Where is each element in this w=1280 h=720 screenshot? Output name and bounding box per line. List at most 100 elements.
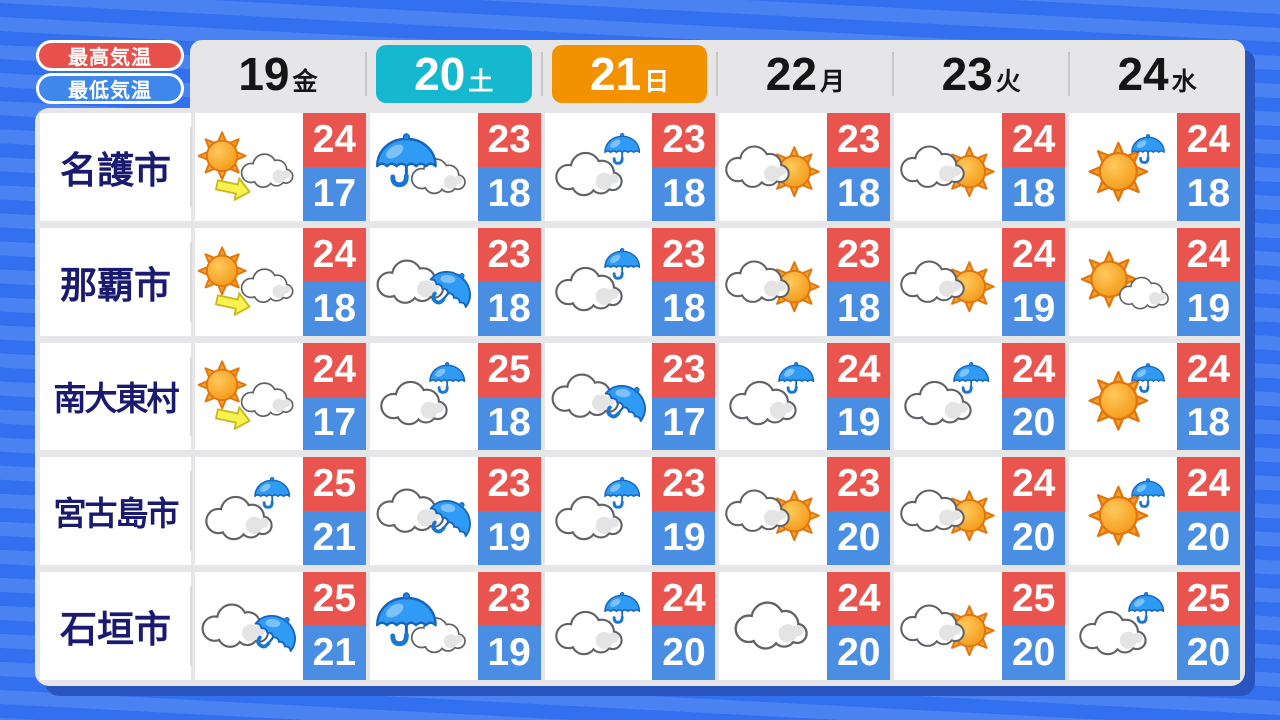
table-row: 石垣市 25 21 23 19 24 20 24 20 25 20 25 20 — [40, 572, 1240, 680]
umb-part — [603, 591, 641, 624]
weather-icon-box — [545, 113, 653, 221]
sun-arrow-cloud-icon — [197, 360, 294, 434]
low-temp: 17 — [302, 396, 366, 451]
high-temp: 24 — [827, 342, 891, 397]
cloud-umbrella-icon — [548, 131, 641, 210]
low-temp: 19 — [1176, 281, 1240, 336]
cloud-sun-icon — [722, 239, 821, 312]
sun-umbrella-icon — [1088, 133, 1166, 202]
forecast-cell: 24 17 — [195, 342, 366, 451]
high-temp: 25 — [1176, 572, 1240, 627]
low-temp: 19 — [477, 511, 541, 566]
city-cell: 南大東村 — [40, 342, 192, 451]
city-name: 那覇市 — [60, 264, 171, 306]
city-cell: 宮古島市 — [40, 457, 192, 566]
umb-part — [952, 361, 991, 395]
high-temp: 25 — [1002, 572, 1066, 627]
high-temp: 23 — [827, 457, 891, 512]
weekday-label: 火 — [995, 68, 1021, 96]
cloud-part — [557, 269, 620, 309]
weekday-label: 金 — [292, 68, 318, 96]
low-temp: 20 — [1002, 626, 1066, 680]
forecast-cell: 25 21 — [195, 572, 366, 680]
weather-icon-box — [370, 572, 478, 680]
forecast-cell: 23 19 — [544, 457, 716, 566]
table-row: 名護市 24 17 23 18 23 18 23 18 24 18 24 18 — [40, 113, 1240, 221]
forecast-cell: 24 18 — [1069, 113, 1240, 221]
cloud-umbrella-tilt-icon — [198, 602, 300, 665]
date-number: 19 — [238, 48, 290, 100]
city-cell: 石垣市 — [40, 572, 192, 680]
weather-icon-box — [1069, 343, 1177, 451]
temperature-column: 24 17 — [302, 113, 366, 221]
low-temp: 20 — [1176, 511, 1240, 566]
temperature-column: 23 18 — [652, 227, 716, 336]
weekday-label: 土 — [468, 68, 494, 96]
umb-part — [253, 476, 291, 510]
high-temp: 23 — [827, 227, 891, 282]
cloud-part — [907, 384, 970, 424]
forecast-cell: 23 18 — [369, 227, 541, 336]
weather-icon-box — [894, 343, 1002, 451]
city-cell: 那覇市 — [40, 227, 192, 336]
weather-icon-box — [894, 572, 1002, 680]
high-temp: 24 — [1002, 227, 1066, 282]
weather-icon-box — [545, 457, 653, 565]
weather-icon-box — [719, 343, 827, 451]
temperature-column: 25 18 — [477, 342, 541, 451]
forecast-cell: 23 18 — [719, 227, 891, 336]
cloud-sun-icon — [897, 468, 995, 542]
weekday-label: 月 — [819, 68, 845, 96]
weekday-label: 日 — [644, 68, 670, 96]
low-temp: 18 — [302, 281, 366, 336]
temperature-column: 24 20 — [1002, 342, 1066, 451]
forecast-cell: 25 20 — [1069, 572, 1240, 680]
sun-arrow-cloud-icon — [197, 246, 294, 319]
forecast-cell: 24 20 — [544, 572, 716, 680]
weather-icon-box — [195, 228, 303, 336]
weather-icon-box — [719, 572, 827, 680]
low-temp: 18 — [827, 166, 891, 221]
city-name: 名護市 — [60, 149, 171, 191]
umb-part — [603, 131, 641, 165]
temperature-column: 25 20 — [1002, 572, 1066, 680]
temperature-column: 25 20 — [1176, 572, 1240, 680]
weather-icon-box — [195, 113, 303, 221]
umbrella-cloud-icon — [373, 583, 466, 654]
date-cell-23: 23 火 — [892, 40, 1069, 108]
low-temp: 19 — [1002, 281, 1066, 336]
low-temp: 18 — [477, 396, 541, 451]
low-temp: 18 — [652, 281, 716, 336]
high-temp: 23 — [477, 227, 541, 282]
temperature-column: 23 20 — [827, 457, 891, 566]
date-cell-21: 21 日 — [540, 40, 718, 108]
forecast-cell: 23 18 — [369, 113, 541, 221]
high-temp: 24 — [827, 572, 891, 627]
cloud-sun-icon — [897, 239, 995, 312]
cloud-part — [737, 604, 806, 648]
sun-umbrella-icon — [1088, 362, 1166, 432]
low-temp: 18 — [652, 166, 716, 221]
date-cell-20: 20 土 — [364, 40, 542, 108]
cloud-umbrella-icon — [373, 361, 466, 439]
forecast-cell: 24 20 — [1069, 457, 1240, 566]
temperature-column: 23 17 — [652, 342, 716, 451]
cloud-part — [207, 498, 270, 538]
high-temp: 23 — [827, 113, 891, 167]
weather-icon-box — [894, 457, 1002, 565]
cloud-part — [240, 267, 294, 303]
temperature-column: 23 19 — [477, 457, 541, 566]
cloud-sun-icon — [722, 468, 821, 542]
temperature-column: 24 19 — [1002, 227, 1066, 336]
forecast-cell: 24 19 — [719, 342, 891, 451]
forecast-cell: 23 20 — [719, 457, 891, 566]
weather-icon-box — [370, 113, 478, 221]
low-temp: 18 — [477, 281, 541, 336]
forecast-cell: 23 17 — [544, 342, 716, 451]
forecast-cell: 24 20 — [719, 572, 891, 680]
date-number: 24 — [1117, 48, 1169, 100]
cloud-part — [557, 154, 620, 194]
weather-icon-box — [195, 343, 303, 451]
high-temp: 24 — [1176, 342, 1240, 397]
sun-arrow-cloud-icon — [197, 131, 294, 204]
